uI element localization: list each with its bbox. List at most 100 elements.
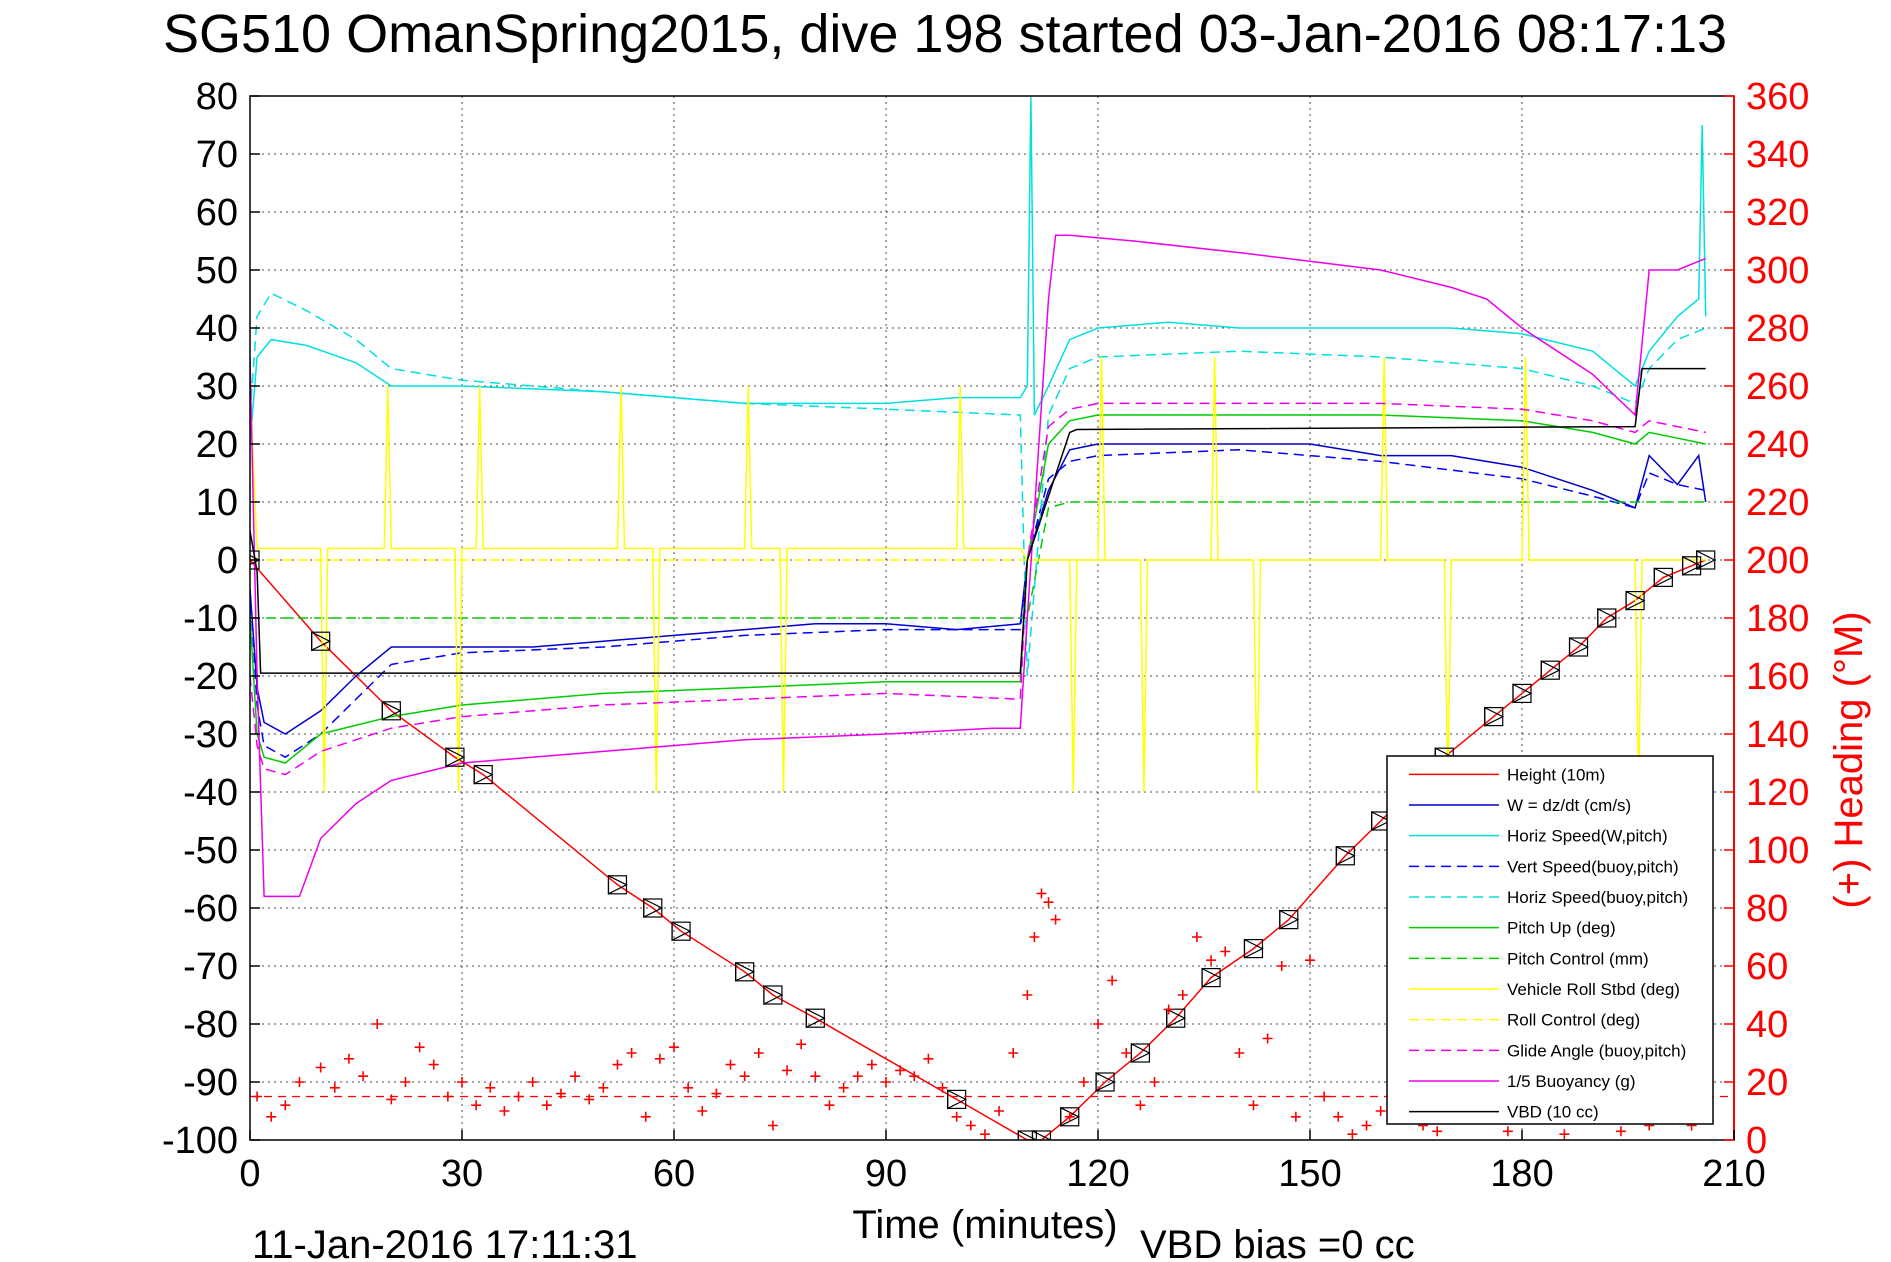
heading-point	[1050, 914, 1061, 925]
heading-point	[683, 1082, 694, 1093]
right-tick-label: 140	[1746, 714, 1809, 756]
height-marker-triangle	[1512, 683, 1533, 704]
series-line-7	[250, 356, 1706, 793]
heading-point	[796, 1039, 807, 1050]
height-marker-triangle	[1201, 967, 1222, 988]
legend-entry-label: Glide Angle (buoy,pitch)	[1507, 1041, 1686, 1060]
heading-point	[1121, 1048, 1132, 1058]
heading-point	[414, 1042, 425, 1053]
heading-point	[895, 1065, 906, 1076]
series-line-10	[250, 234, 1706, 898]
right-tick-label: 0	[1746, 1120, 1767, 1162]
height-marker-triangle	[1625, 590, 1646, 611]
height-marker-triangle	[1696, 550, 1717, 570]
y-tick-label: -30	[183, 714, 238, 756]
heading-point	[1248, 1100, 1259, 1111]
heading-point	[1290, 1111, 1301, 1122]
height-marker-triangle	[1031, 1130, 1052, 1140]
heading-point	[400, 1077, 411, 1087]
heading-point	[1022, 990, 1033, 1000]
right-axis-label: (+) Heading (°M)	[1827, 611, 1871, 908]
right-tick-label: 260	[1746, 366, 1809, 408]
heading-point	[838, 1082, 849, 1093]
height-marker-triangle	[1166, 1008, 1187, 1029]
heading-point	[1305, 955, 1315, 966]
height-marker-triangle	[1095, 1072, 1116, 1092]
series-line-9	[250, 402, 1706, 776]
y-tick-label: 30	[196, 366, 238, 408]
legend-entry-label: Height (10m)	[1507, 765, 1605, 784]
legend-entry-label: Horiz Speed(W,pitch)	[1507, 827, 1668, 846]
timestamp-label: 11-Jan-2016 17:11:31	[252, 1223, 638, 1262]
heading-point	[923, 1053, 934, 1064]
heading-point	[280, 1100, 291, 1111]
height-marker-triangle	[671, 921, 692, 942]
y-tick-label: -20	[183, 656, 238, 698]
heading-point	[626, 1048, 637, 1058]
y-tick-label: 70	[196, 134, 238, 176]
right-tick-label: 320	[1746, 192, 1809, 234]
series-line-3	[250, 449, 1706, 759]
heading-point	[1078, 1077, 1089, 1087]
heading-point	[294, 1077, 305, 1087]
legend-entry-label: Pitch Control (mm)	[1507, 949, 1649, 968]
plot-series	[250, 96, 1717, 1140]
legend-entry-label: Horiz Speed(buoy,pitch)	[1507, 888, 1688, 907]
height-marker-triangle	[1017, 1130, 1038, 1140]
y-tick-label: -40	[183, 772, 238, 814]
heading-point	[810, 1071, 821, 1082]
heading-point	[640, 1111, 651, 1122]
x-tick-label: 90	[865, 1153, 907, 1195]
heading-point	[1375, 1106, 1386, 1116]
heading-point	[1036, 888, 1047, 899]
heading-point	[485, 1082, 496, 1093]
right-axis-ticks: 3603403203002802602402202001801601401201…	[1724, 76, 1809, 1162]
height-marker	[1017, 1130, 1037, 1140]
legend: Height (10m) W = dz/dt (cm/s) Horiz Speed(…	[1386, 755, 1714, 1125]
series-line-11	[250, 367, 1706, 674]
heading-point	[499, 1106, 510, 1116]
heading-point	[965, 1120, 976, 1131]
x-axis-ticks: 0 30 60 90 120 150 180 210	[239, 1130, 1766, 1195]
y-tick-label: -50	[183, 830, 238, 872]
heading-point	[767, 1120, 778, 1131]
heading-point	[937, 1082, 948, 1093]
heading-point	[852, 1071, 863, 1082]
legend-entry-label: Vehicle Roll Stbd (deg)	[1507, 980, 1680, 999]
heading-point	[1191, 932, 1202, 942]
height-marker-triangle	[311, 631, 332, 652]
right-tick-label: 60	[1746, 946, 1788, 988]
heading-point	[1347, 1129, 1358, 1140]
heading-point	[266, 1111, 277, 1122]
x-tick-label: 150	[1278, 1153, 1341, 1195]
height-marker-triangle	[1243, 938, 1264, 959]
heading-point	[1093, 1019, 1103, 1029]
heading-point	[1064, 1111, 1075, 1122]
y-tick-label: 60	[196, 192, 238, 234]
height-marker-triangle	[643, 898, 664, 918]
height-marker-triangle	[607, 874, 628, 895]
heading-point	[1220, 946, 1231, 957]
y-tick-label: 80	[196, 76, 238, 118]
right-tick-label: 240	[1746, 424, 1809, 466]
legend-entry-label: Pitch Up (deg)	[1507, 919, 1616, 938]
y-tick-label: -10	[183, 598, 238, 640]
right-tick-label: 220	[1746, 482, 1809, 524]
x-tick-label: 120	[1066, 1153, 1129, 1195]
height-marker-triangle	[473, 764, 494, 785]
heading-point	[457, 1077, 467, 1087]
series-line-4	[250, 292, 1706, 677]
height-marker-triangle	[1335, 845, 1356, 866]
heading-point	[1163, 1004, 1174, 1015]
chart-title: SG510 OmanSpring2015, dive 198 started 0…	[163, 4, 1727, 64]
heading-point	[343, 1053, 354, 1064]
heading-point	[1107, 975, 1118, 986]
height-marker-triangle	[1682, 555, 1702, 576]
heading-point	[471, 1100, 482, 1111]
height-marker-triangle	[445, 747, 466, 768]
y-tick-label: -100	[162, 1120, 238, 1162]
x-tick-label: 60	[653, 1153, 695, 1195]
right-tick-label: 280	[1746, 308, 1809, 350]
right-tick-label: 160	[1746, 656, 1809, 698]
right-tick-label: 180	[1746, 598, 1809, 640]
